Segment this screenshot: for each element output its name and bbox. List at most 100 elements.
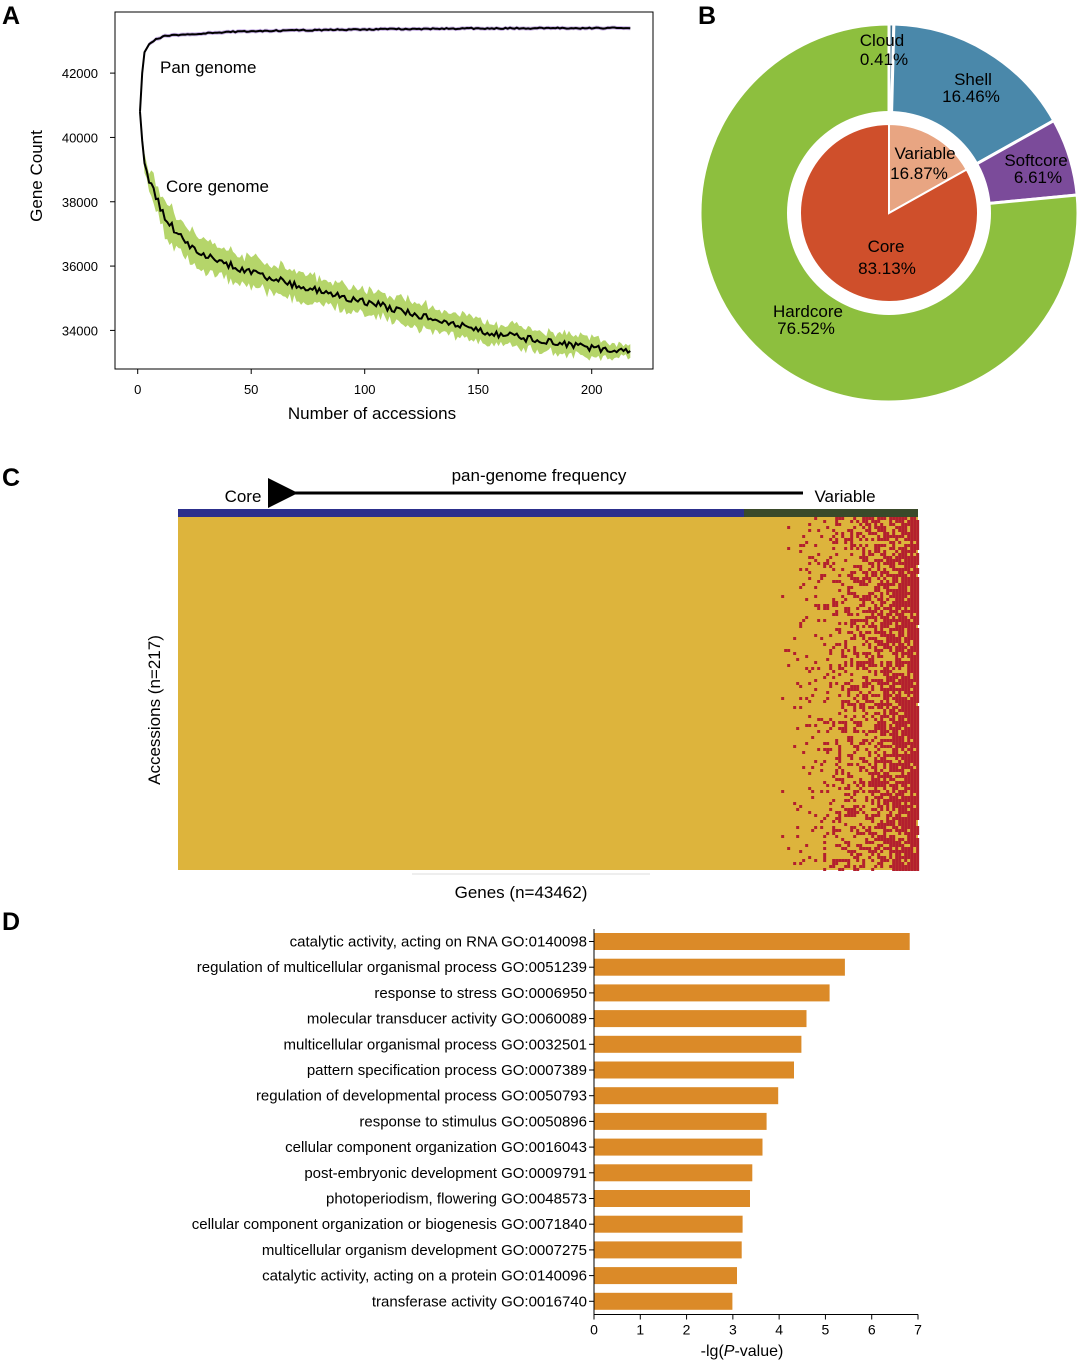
bar <box>594 984 830 1002</box>
absent-cell <box>877 562 881 565</box>
absent-cell <box>859 757 863 760</box>
absent-cell <box>892 712 896 715</box>
bars <box>594 933 910 1310</box>
absent-cell <box>883 544 887 547</box>
absent-cell <box>886 793 890 796</box>
absent-cell <box>904 865 908 868</box>
x-tick-label: 100 <box>354 382 376 397</box>
absent-cell <box>907 814 911 817</box>
absent-cell <box>898 571 902 574</box>
absent-cell <box>853 781 857 784</box>
absent-cell <box>808 523 812 526</box>
absent-cell <box>874 745 878 748</box>
absent-cell <box>850 622 854 625</box>
absent-cell <box>916 769 920 772</box>
absent-cell <box>916 859 920 862</box>
absent-cell <box>862 703 866 706</box>
absent-cell <box>904 607 908 610</box>
absent-cell <box>892 784 896 787</box>
absent-cell <box>841 535 845 538</box>
absent-cell <box>874 796 878 799</box>
absent-cell <box>880 865 884 868</box>
absent-cell <box>895 745 899 748</box>
absent-cell <box>859 691 863 694</box>
absent-cell <box>814 595 818 598</box>
absent-cell <box>907 817 911 820</box>
absent-cell <box>916 850 920 853</box>
absent-cell <box>913 622 917 625</box>
absent-cell <box>826 790 830 793</box>
absent-cell <box>886 808 890 811</box>
absent-cell <box>901 649 905 652</box>
absent-cell <box>817 580 821 583</box>
absent-cell <box>913 559 917 562</box>
absent-cell <box>913 739 917 742</box>
absent-cell <box>868 829 872 832</box>
absent-cell <box>907 823 911 826</box>
absent-cell <box>916 841 920 844</box>
absent-cell <box>892 790 896 793</box>
absent-cell <box>886 745 890 748</box>
absent-cell <box>892 709 896 712</box>
category-label: photoperiodism, flowering GO:0048573 <box>326 1191 587 1208</box>
absent-cell <box>877 643 881 646</box>
absent-cell <box>865 655 869 658</box>
absent-cell <box>862 526 866 529</box>
absent-cell <box>871 739 875 742</box>
absent-cell <box>907 715 911 718</box>
absent-cell <box>874 523 878 526</box>
absent-cell <box>883 775 887 778</box>
absent-cell <box>916 598 920 601</box>
absent-cell <box>823 868 827 871</box>
absent-cell <box>910 754 914 757</box>
absent-cell <box>889 703 893 706</box>
absent-cell <box>847 691 851 694</box>
absent-cell <box>871 694 875 697</box>
panel-label-a: A <box>2 2 20 30</box>
absent-cell <box>874 772 878 775</box>
absent-cell <box>820 826 824 829</box>
absent-cell <box>883 571 887 574</box>
absent-cell <box>877 694 881 697</box>
absent-cell <box>835 601 839 604</box>
absent-cell <box>910 784 914 787</box>
x-tick-label: 2 <box>683 1322 691 1338</box>
absent-cell <box>913 556 917 559</box>
absent-cell <box>901 604 905 607</box>
absent-cell <box>916 727 920 730</box>
absent-cell <box>910 847 914 850</box>
absent-cell <box>901 625 905 628</box>
heatmap-title: pan-genome frequency <box>452 466 627 485</box>
absent-cell <box>916 799 920 802</box>
absent-cell <box>829 634 833 637</box>
heatmap-y-label: Accessions (n=217) <box>145 635 164 785</box>
absent-cell <box>895 538 899 541</box>
absent-cell <box>895 589 899 592</box>
absent-cell <box>910 736 914 739</box>
absent-cell <box>895 628 899 631</box>
absent-cell <box>910 571 914 574</box>
absent-cell <box>910 844 914 847</box>
absent-cell <box>805 598 809 601</box>
absent-cell <box>877 577 881 580</box>
absent-cell <box>910 649 914 652</box>
absent-cell <box>874 808 878 811</box>
absent-cell <box>880 613 884 616</box>
absent-cell <box>904 685 908 688</box>
absent-cell <box>871 532 875 535</box>
absent-cell <box>877 853 881 856</box>
absent-cell <box>862 595 866 598</box>
absent-cell <box>856 724 860 727</box>
absent-cell <box>889 634 893 637</box>
absent-cell <box>907 694 911 697</box>
absent-cell <box>847 775 851 778</box>
absent-cell <box>868 616 872 619</box>
absent-cell <box>853 685 857 688</box>
absent-cell <box>901 793 905 796</box>
absent-cell <box>880 715 884 718</box>
absent-cell <box>877 706 881 709</box>
absent-cell <box>904 796 908 799</box>
absent-cell <box>856 730 860 733</box>
absent-cell <box>898 526 902 529</box>
absent-cell <box>892 688 896 691</box>
